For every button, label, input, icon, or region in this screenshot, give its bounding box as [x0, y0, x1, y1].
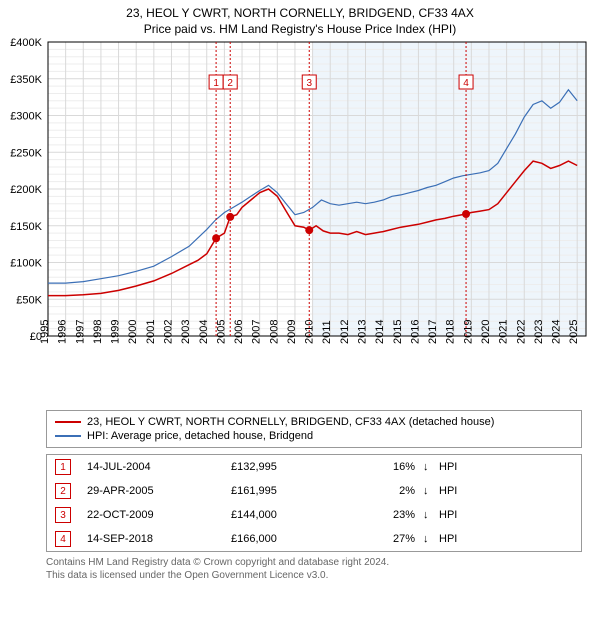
title-block: 23, HEOL Y CWRT, NORTH CORNELLY, BRIDGEN… — [0, 0, 600, 36]
svg-text:2002: 2002 — [162, 320, 174, 344]
svg-text:£400K: £400K — [10, 37, 42, 49]
row-date: 29-APR-2005 — [87, 485, 227, 497]
svg-text:2001: 2001 — [145, 320, 157, 344]
footer-line-1: Contains HM Land Registry data © Crown c… — [46, 556, 582, 569]
row-suffix: HPI — [439, 485, 469, 497]
svg-text:2016: 2016 — [409, 320, 421, 344]
svg-text:1999: 1999 — [110, 320, 122, 344]
svg-text:4: 4 — [463, 78, 469, 89]
table-row: 1 14-JUL-2004 £132,995 16% ↓ HPI — [47, 455, 581, 479]
svg-text:2011: 2011 — [321, 320, 333, 344]
svg-text:2019: 2019 — [462, 320, 474, 344]
footer-line-2: This data is licensed under the Open Gov… — [46, 569, 582, 582]
svg-text:2014: 2014 — [374, 320, 386, 344]
row-pct: 2% — [355, 485, 419, 497]
svg-text:2022: 2022 — [515, 320, 527, 344]
svg-text:£200K: £200K — [10, 184, 42, 196]
svg-text:2004: 2004 — [198, 320, 210, 344]
svg-text:2003: 2003 — [180, 320, 192, 344]
table-row: 4 14-SEP-2018 £166,000 27% ↓ HPI — [47, 527, 581, 551]
table-row: 3 22-OCT-2009 £144,000 23% ↓ HPI — [47, 503, 581, 527]
chart-svg: £0£50K£100K£150K£200K£250K£300K£350K£400… — [0, 36, 600, 406]
row-suffix: HPI — [439, 461, 469, 473]
svg-text:1: 1 — [213, 78, 219, 89]
row-badge: 3 — [55, 507, 71, 523]
chart-container: 23, HEOL Y CWRT, NORTH CORNELLY, BRIDGEN… — [0, 0, 600, 582]
svg-text:£50K: £50K — [16, 294, 42, 306]
legend-label-property: 23, HEOL Y CWRT, NORTH CORNELLY, BRIDGEN… — [87, 416, 494, 428]
svg-text:2020: 2020 — [480, 320, 492, 344]
row-date: 14-JUL-2004 — [87, 461, 227, 473]
row-price: £132,995 — [231, 461, 351, 473]
row-date: 14-SEP-2018 — [87, 533, 227, 545]
chart-area: £0£50K£100K£150K£200K£250K£300K£350K£400… — [0, 36, 600, 406]
footer: Contains HM Land Registry data © Crown c… — [46, 556, 582, 582]
svg-text:2021: 2021 — [498, 320, 510, 344]
svg-text:2008: 2008 — [268, 320, 280, 344]
legend-item-property: 23, HEOL Y CWRT, NORTH CORNELLY, BRIDGEN… — [55, 415, 573, 429]
sales-table: 1 14-JUL-2004 £132,995 16% ↓ HPI 2 29-AP… — [46, 454, 582, 552]
svg-text:2007: 2007 — [251, 320, 263, 344]
table-row: 2 29-APR-2005 £161,995 2% ↓ HPI — [47, 479, 581, 503]
legend-swatch-property — [55, 421, 81, 423]
row-badge: 2 — [55, 483, 71, 499]
title-line-1: 23, HEOL Y CWRT, NORTH CORNELLY, BRIDGEN… — [0, 6, 600, 20]
down-arrow-icon: ↓ — [423, 533, 435, 545]
svg-text:2018: 2018 — [445, 320, 457, 344]
svg-text:2017: 2017 — [427, 320, 439, 344]
row-badge: 4 — [55, 531, 71, 547]
svg-text:£350K: £350K — [10, 74, 42, 86]
svg-text:£250K: £250K — [10, 147, 42, 159]
svg-text:1995: 1995 — [39, 320, 51, 344]
row-price: £144,000 — [231, 509, 351, 521]
row-price: £166,000 — [231, 533, 351, 545]
row-pct: 27% — [355, 533, 419, 545]
svg-text:£300K: £300K — [10, 111, 42, 123]
svg-text:1998: 1998 — [92, 320, 104, 344]
down-arrow-icon: ↓ — [423, 485, 435, 497]
legend-item-hpi: HPI: Average price, detached house, Brid… — [55, 429, 573, 443]
svg-text:2024: 2024 — [551, 320, 563, 344]
svg-text:2006: 2006 — [233, 320, 245, 344]
svg-text:£100K: £100K — [10, 258, 42, 270]
legend-label-hpi: HPI: Average price, detached house, Brid… — [87, 430, 313, 442]
row-pct: 16% — [355, 461, 419, 473]
svg-text:1996: 1996 — [57, 320, 69, 344]
row-price: £161,995 — [231, 485, 351, 497]
svg-text:£150K: £150K — [10, 221, 42, 233]
svg-text:1997: 1997 — [74, 320, 86, 344]
legend-swatch-hpi — [55, 435, 81, 437]
svg-text:2025: 2025 — [568, 320, 580, 344]
svg-text:3: 3 — [306, 78, 312, 89]
svg-text:2015: 2015 — [392, 320, 404, 344]
down-arrow-icon: ↓ — [423, 461, 435, 473]
svg-text:2005: 2005 — [215, 320, 227, 344]
title-line-2: Price paid vs. HM Land Registry's House … — [0, 22, 600, 36]
svg-text:2023: 2023 — [533, 320, 545, 344]
svg-text:2: 2 — [227, 78, 233, 89]
svg-text:2000: 2000 — [127, 320, 139, 344]
legend: 23, HEOL Y CWRT, NORTH CORNELLY, BRIDGEN… — [46, 410, 582, 448]
row-pct: 23% — [355, 509, 419, 521]
svg-text:2009: 2009 — [286, 320, 298, 344]
row-date: 22-OCT-2009 — [87, 509, 227, 521]
row-suffix: HPI — [439, 533, 469, 545]
row-suffix: HPI — [439, 509, 469, 521]
row-badge: 1 — [55, 459, 71, 475]
svg-text:2013: 2013 — [357, 320, 369, 344]
down-arrow-icon: ↓ — [423, 509, 435, 521]
svg-text:2012: 2012 — [339, 320, 351, 344]
